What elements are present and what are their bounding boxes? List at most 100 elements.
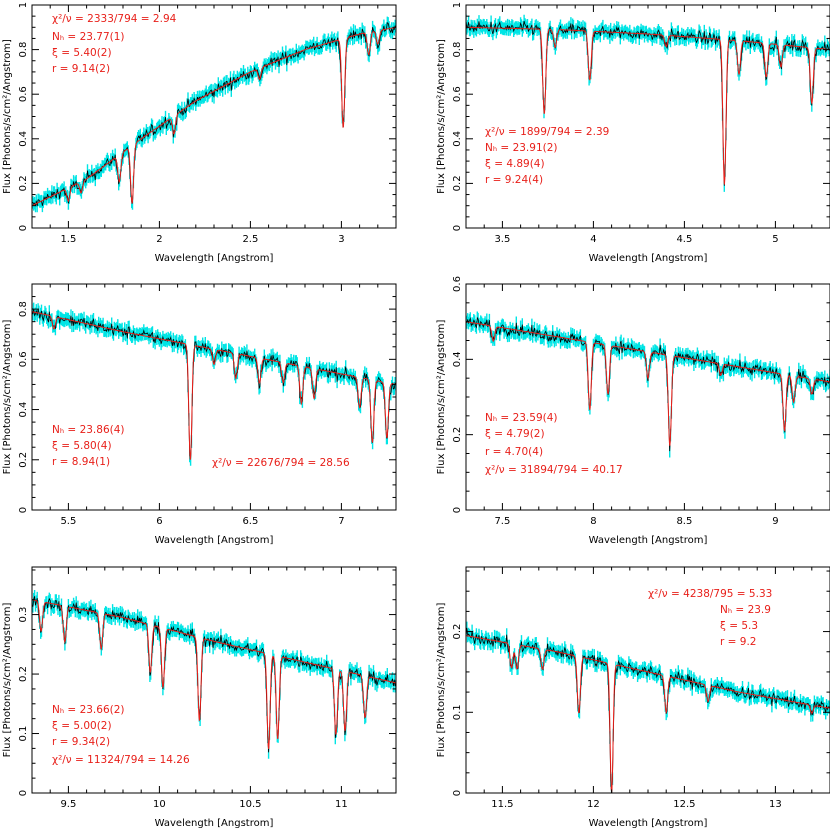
x-tick-label: 4 [590,234,596,245]
y-tick-label: 0 [452,507,463,513]
data-error-bars [466,621,830,793]
x-axis-title: Wavelength [Angstrom] [589,253,708,264]
fit-annotation: Nₕ = 23.91(2) [485,142,558,154]
y-tick-label: 0.6 [452,86,463,102]
fit-annotation: χ²/ν = 1899/794 = 2.39 [485,126,609,138]
y-tick-label: 0 [18,507,29,513]
y-tick-label: 0 [452,225,463,231]
fit-annotation: χ²/ν = 31894/794 = 40.17 [485,464,623,476]
data-spectrum-line [32,596,396,753]
y-tick-label: 0.8 [18,301,29,317]
y-tick-label: 0.1 [18,726,29,742]
spectrum-panel-4: 7.5 8 8.5 9 0 0.2 0.4 0.6 Wavelength [Angstrom] F… [436,276,830,546]
y-tick-label: 0 [18,790,29,796]
model-line [466,26,830,185]
x-tick-label: 10.5 [239,799,261,810]
y-tick-label: 0.6 [18,351,29,367]
x-tick-label: 7.5 [494,516,510,527]
y-tick-label: 0.3 [18,607,29,623]
y-tick-label: 0.2 [18,452,29,468]
y-axis-title: Flux [Photons/s/cm²/Angstrom] [2,603,13,758]
plot-frame [465,566,830,794]
fit-annotation: ξ = 5.3 [720,620,758,632]
spectrum-panel-2: 3.5 4 4.5 5 0 0.2 0.4 0.6 0.8 1 Wavelength [Angstr… [436,2,830,264]
y-axis-title: Flux [Photons/s/cm²/Angstrom] [2,39,13,194]
data-spectrum-line [466,20,830,186]
x-tick-label: 2.5 [242,234,258,245]
plot-frame [465,283,830,511]
data-spectrum-line [32,22,396,207]
x-tick-label: 3.5 [494,234,510,245]
fit-annotation: r = 9.14(2) [52,63,110,75]
y-tick-label: 0 [452,790,463,796]
fit-annotation: Nₕ = 23.59(4) [485,412,558,424]
fit-annotation: ξ = 5.00(2) [52,720,112,732]
x-tick-label: 8 [590,516,596,527]
spectrum-panel-3: 5.5 6 6.5 7 0 0.2 0.4 0.6 0.8 Wavelength [Angstro… [2,283,397,546]
x-tick-label: 13 [769,799,782,810]
x-tick-label: 8.5 [676,516,692,527]
fit-annotation: r = 9.34(2) [52,736,110,748]
y-tick-label: 0.4 [18,402,29,418]
x-axis-title: Wavelength [Angstrom] [589,535,708,546]
y-tick-label: 0.2 [18,666,29,682]
y-axis-title: Flux [Photons/s/cm²/Angstrom] [436,320,447,475]
x-tick-label: 1.5 [60,234,76,245]
x-tick-label: 12.5 [673,799,695,810]
fit-annotation: χ²/ν = 11324/794 = 14.26 [52,754,190,766]
model-line [466,321,830,446]
x-tick-label: 4.5 [676,234,692,245]
fit-annotation: χ²/ν = 4238/795 = 5.33 [648,588,772,600]
model-line [466,635,830,793]
x-tick-label: 2 [156,234,162,245]
y-tick-label: 0 [18,225,29,231]
model-line [32,26,396,207]
fit-annotation: ξ = 4.79(2) [485,428,545,440]
fit-annotation: χ²/ν = 22676/794 = 28.56 [212,457,350,469]
data-spectrum-line [32,308,396,460]
fit-annotation: Nₕ = 23.77(1) [52,31,125,43]
spectrum-panel-1: 1.5 2 2.5 3 0 0.2 0.4 0.6 0.8 1 Wavelength [Angstr… [2,2,397,264]
y-tick-label: 1 [18,2,29,8]
y-tick-label: 0.4 [452,351,463,367]
plot-area [32,302,396,466]
fit-annotation: r = 8.94(1) [52,456,110,468]
x-tick-label: 9 [772,516,778,527]
fit-annotation: ξ = 5.40(2) [52,47,112,59]
fit-annotation: χ²/ν = 2333/794 = 2.94 [52,13,177,25]
fit-annotation: Nₕ = 23.9 [720,604,771,616]
x-tick-label: 7 [338,516,344,527]
y-tick-label: 0.1 [452,704,463,720]
x-axis-title: Wavelength [Angstrom] [155,535,274,546]
fit-annotation: r = 9.2 [720,636,757,648]
spectrum-panel-6: 11.5 12 12.5 13 0 0.1 0.2 Wavelength [Angstrom]… [436,566,830,829]
x-tick-label: 6 [156,516,162,527]
fit-annotation: r = 4.70(4) [485,446,543,458]
y-axis-title: Flux [Photons/s/cm²/Angstrom] [436,603,447,758]
x-tick-label: 5 [772,234,778,245]
x-tick-label: 11 [335,799,348,810]
plot-area [466,621,830,793]
y-tick-label: 0.8 [452,42,463,58]
data-error-bars [32,16,396,213]
x-tick-label: 10 [153,799,166,810]
y-tick-label: 0.4 [452,131,463,147]
plot-area [466,311,830,458]
y-axis-title: Flux [Photons/s/cm²/Angstrom] [436,39,447,194]
x-axis-title: Wavelength [Angstrom] [155,818,274,829]
fit-annotation: ξ = 4.89(4) [485,158,545,170]
plot-area [466,14,830,192]
model-line [32,311,396,460]
x-axis-title: Wavelength [Angstrom] [589,818,708,829]
x-tick-label: 12 [587,799,600,810]
x-tick-label: 3 [338,234,344,245]
x-tick-label: 5.5 [60,516,76,527]
x-axis-title: Wavelength [Angstrom] [155,253,274,264]
y-tick-label: 0.2 [18,175,29,191]
y-tick-label: 0.2 [452,175,463,191]
x-tick-label: 11.5 [491,799,513,810]
spectrum-panel-5: 9.5 10 10.5 11 0 0.1 0.2 0.3 Wavelength [Angstro… [2,566,397,829]
y-tick-label: 0.2 [452,624,463,640]
fit-annotation: ξ = 5.80(4) [52,440,112,452]
